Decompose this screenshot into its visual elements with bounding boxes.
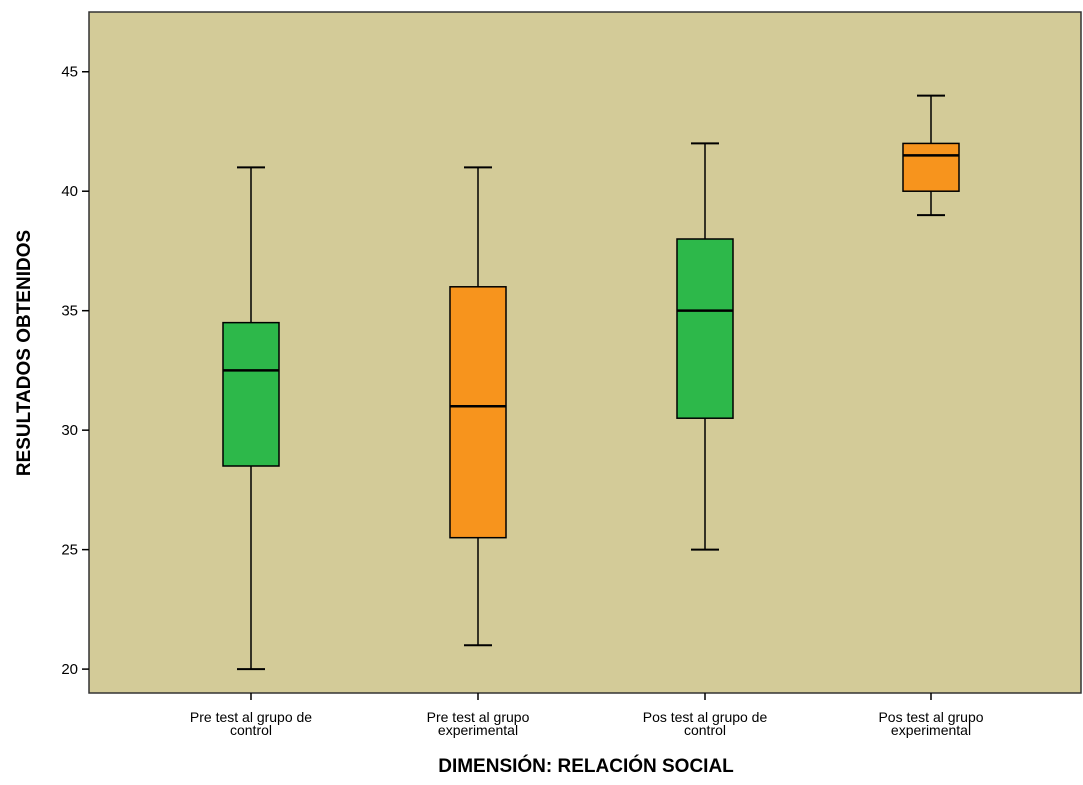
iqr-box <box>676 238 734 419</box>
box-4 <box>902 94 960 217</box>
x-tick-label: Pos test al grupo de control <box>643 709 768 738</box>
iqr-box <box>449 286 507 539</box>
iqr-box <box>902 142 960 192</box>
box-3 <box>676 142 734 551</box>
iqr-box <box>222 321 280 467</box>
y-axis-title: RESULTADOS OBTENIDOS <box>14 230 35 476</box>
x-tick-label: Pre test al grupo experimental <box>427 709 530 738</box>
x-tick-label: Pos test al grupo experimental <box>878 709 983 738</box>
y-tick-label: 20 <box>61 661 78 678</box>
y-tick-label: 30 <box>61 422 78 439</box>
x-axis: Pre test al grupo de control Pre test al g… <box>190 693 984 738</box>
y-axis: 20 25 30 35 40 45 <box>61 64 89 678</box>
y-tick-label: 40 <box>61 183 78 200</box>
x-tick-label: Pre test al grupo de control <box>190 709 312 738</box>
y-tick-label: 35 <box>61 303 78 320</box>
boxes <box>222 94 960 671</box>
y-tick-label: 45 <box>61 64 78 81</box>
x-axis-title: DIMENSIÓN: RELACIÓN SOCIAL <box>438 755 734 777</box>
y-tick-label: 25 <box>61 542 78 559</box>
box-1 <box>222 166 280 671</box>
box-2 <box>449 166 507 647</box>
